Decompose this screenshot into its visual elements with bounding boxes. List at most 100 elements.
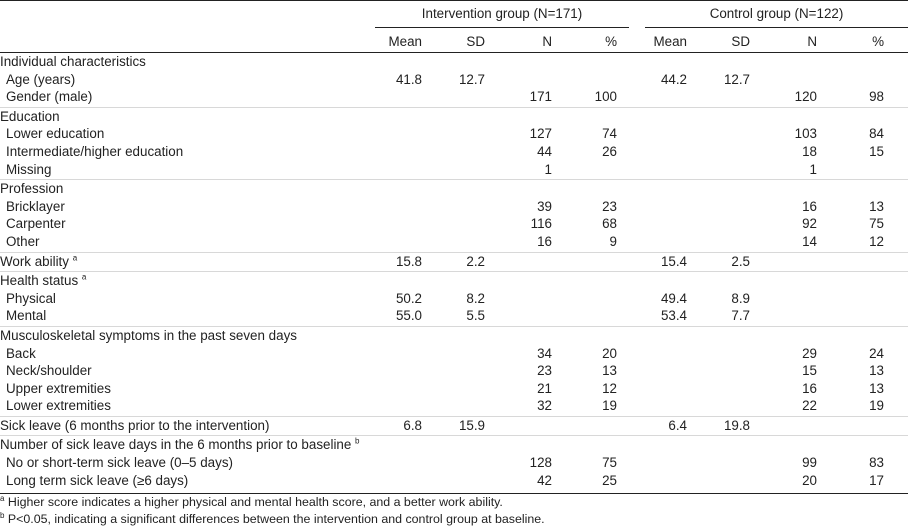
table-cell: 6.8 [403, 417, 422, 433]
table-cell: 12.7 [458, 71, 485, 87]
table-cell: 53.4 [660, 308, 687, 324]
table-cell: 116 [530, 216, 552, 232]
footnote-text: P<0.05, indicating a significant differe… [4, 511, 545, 526]
table-cell: 16 [537, 233, 552, 249]
table-row: Upper extremities 21 12 16 13 [0, 380, 908, 398]
table-cell: 127 [529, 126, 552, 142]
table-cell: 55.0 [395, 308, 422, 324]
table-cell: 13 [602, 363, 617, 379]
col-header-n: N [807, 34, 817, 49]
row-label: Age (years) [6, 71, 76, 87]
table-row: Lower extremities 32 19 22 19 [0, 397, 908, 415]
section-row: Profession [0, 179, 908, 198]
column-header-row: Mean SD N % Mean SD N % [0, 28, 908, 53]
table-cell: 6.4 [668, 417, 687, 433]
table-cell: 15.9 [458, 417, 485, 433]
row-label: Carpenter [6, 216, 66, 232]
table-cell: 19 [602, 398, 617, 414]
section-row: Education [0, 106, 908, 126]
characteristics-table: Intervention group (N=171) Control group… [0, 0, 908, 488]
row-label: Sick leave (6 months prior to the interv… [0, 417, 270, 433]
table-cell: 84 [869, 126, 884, 142]
table-cell: 16 [802, 380, 817, 396]
table-cell: 26 [602, 143, 617, 159]
table-row: Missing 1 1 [0, 161, 908, 179]
row-label: Missing [6, 161, 52, 177]
table-row: Mental 55.0 5.5 53.4 7.7 [0, 307, 908, 325]
row-label: Profession [0, 181, 64, 197]
col-header-n: N [542, 34, 552, 49]
table-cell: 99 [802, 455, 817, 471]
table-cell: 34 [537, 345, 552, 361]
table-cell: 19 [869, 398, 884, 414]
table-cell: 128 [529, 455, 552, 471]
intervention-group-header: Intervention group (N=171) [375, 5, 629, 28]
table-cell: 68 [602, 216, 617, 232]
table-cell: 12 [602, 380, 617, 396]
row-label: Gender (male) [6, 89, 93, 105]
row-label: No or short-term sick leave (0–5 days) [6, 455, 233, 471]
control-group-header: Control group (N=122) [645, 5, 908, 28]
table-row: No or short-term sick leave (0–5 days) 12… [0, 454, 908, 472]
table-cell: 15.8 [395, 253, 422, 269]
footnote-marker: a [72, 253, 78, 263]
row-label: Intermediate/higher education [6, 143, 184, 159]
section-row: Individual characteristics [0, 53, 908, 71]
table-cell: 20 [802, 472, 817, 488]
row-label: Neck/shoulder [6, 363, 92, 379]
footnote-marker: a [81, 272, 87, 282]
row-label: Lower education [6, 126, 105, 142]
table-cell: 17 [869, 472, 884, 488]
table-cell: 29 [802, 345, 817, 361]
table-cell: 39 [537, 198, 552, 214]
table-cell: 15 [869, 143, 884, 159]
table-cell: 50.2 [395, 290, 422, 306]
table-row: Bricklayer 39 23 16 13 [0, 198, 908, 216]
table-cell: 44 [537, 143, 552, 159]
table-cell: 44.2 [660, 71, 687, 87]
table-cell: 18 [802, 143, 817, 159]
table-cell: 8.9 [731, 290, 750, 306]
table-cell: 5.5 [466, 308, 485, 324]
row-label: Bricklayer [6, 198, 65, 214]
row-label: Lower extremities [6, 398, 111, 414]
row-label: Back [6, 345, 36, 361]
table-row: Intermediate/higher education 44 26 18 15 [0, 143, 908, 161]
table-cell: 32 [537, 398, 552, 414]
table-cell: 42 [537, 472, 552, 488]
row-label: Long term sick leave (≥6 days) [6, 472, 189, 488]
table-cell: 23 [602, 198, 617, 214]
col-header-mean: Mean [653, 34, 688, 49]
table-cell: 12.7 [723, 71, 750, 87]
table-cell: 1 [544, 161, 552, 177]
col-header-percent: % [605, 34, 617, 49]
row-label: Health status a [0, 272, 87, 289]
table-cell: 24 [869, 345, 884, 361]
table-row: Other 16 9 14 12 [0, 233, 908, 251]
table-cell: 7.7 [731, 308, 750, 324]
table-cell: 21 [537, 380, 552, 396]
table-cell: 1 [809, 161, 817, 177]
table-row: Lower education 127 74 103 84 [0, 125, 908, 143]
table-cell: 20 [602, 345, 617, 361]
table-row: Neck/shoulder 23 13 15 13 [0, 362, 908, 380]
table-cell: 2.5 [731, 253, 750, 269]
table-cell: 75 [869, 216, 884, 232]
table-cell: 15.4 [660, 253, 687, 269]
table-cell: 98 [869, 89, 884, 105]
row-label: Musculoskeletal symptoms in the past sev… [0, 327, 297, 343]
table-cell: 8.2 [466, 290, 485, 306]
footnote-text: Higher score indicates a higher physical… [4, 495, 503, 509]
section-row: Health status a [0, 271, 908, 290]
table-cell: 171 [529, 89, 552, 105]
table-cell: 19.8 [723, 417, 750, 433]
footnote-marker: b [0, 510, 5, 520]
table-cell: 9 [609, 233, 617, 249]
table-cell: 22 [802, 398, 817, 414]
table-cell: 13 [869, 198, 884, 214]
table-row: Age (years) 41.8 12.7 44.2 12.7 [0, 71, 908, 89]
row-label: Other [6, 233, 40, 249]
col-header-sd: SD [731, 34, 750, 49]
row-label: Number of sick leave days in the 6 month… [0, 437, 360, 453]
section-row: Work ability a 15.8 2.2 15.4 2.5 [0, 251, 908, 271]
